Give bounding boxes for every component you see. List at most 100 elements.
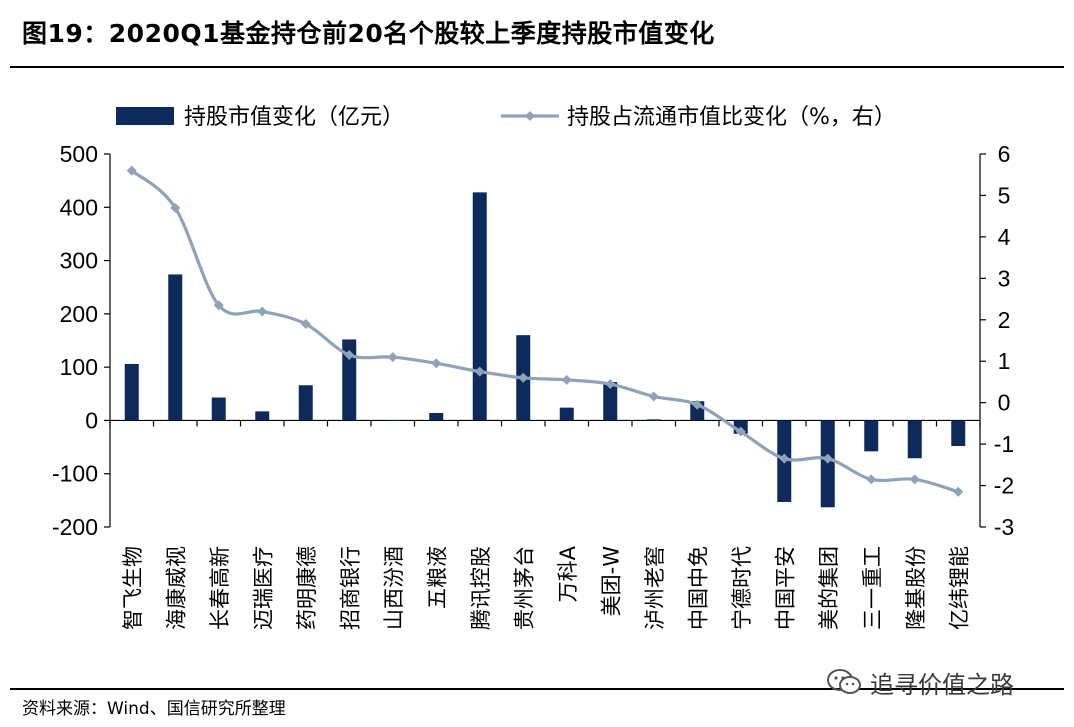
category-label-text: 泸州老窖 (643, 546, 667, 630)
top-rule (10, 66, 1064, 68)
category-label: 贵州茅台 (512, 546, 536, 630)
line-point (474, 366, 485, 377)
category-label-text: 万科A (556, 545, 580, 602)
category-label-text: 亿纬锂能 (947, 546, 971, 630)
category-label-text: 海康威视 (164, 546, 188, 630)
bar-series (124, 192, 966, 508)
bar (385, 420, 400, 422)
figure-title: 图19：2020Q1基金持仓前20名个股较上季度持股市值变化 (22, 19, 715, 48)
right-tick-label: 4 (998, 224, 1011, 250)
right-tick-label: 0 (998, 390, 1011, 416)
bar (951, 420, 966, 447)
category-label-text: 贵州茅台 (512, 546, 536, 630)
category-label: 海康威视 (164, 546, 188, 630)
axes: 500 400 300 200 100 0 -100 -200 6 5 4 3 2 1 0 -1 -2 -3 (52, 141, 1014, 540)
left-tick-label: 0 (85, 407, 98, 433)
category-labels: 智飞生物 海康威视 长春高新 迈瑞医疗 药明康德 招商银行 山西汾酒 五粮液 腾讯控股 贵州茅台万… (121, 545, 972, 630)
bar (255, 411, 270, 421)
bar (298, 385, 313, 421)
right-tick-label: 6 (998, 141, 1011, 167)
legend-bar-swatch (116, 107, 174, 125)
left-tick-label: 100 (60, 354, 98, 380)
chart: 持股市值变化（亿元） 持股占流通市值比变化（%，右） 50040030020010… (52, 105, 1014, 630)
category-label-text: 招商银行 (338, 546, 362, 630)
category-label: 智飞生物 (121, 546, 145, 630)
category-label-text: 药明康德 (295, 546, 319, 630)
line-point (866, 474, 877, 485)
line-point (561, 374, 572, 385)
bar (168, 274, 183, 421)
category-label: 隆基股份 (904, 546, 928, 630)
category-label: 长春高新 (208, 546, 232, 630)
left-tick-label: 200 (60, 301, 98, 327)
left-tick-label: -200 (52, 514, 98, 540)
bar (603, 382, 618, 421)
category-label: 泸州老窖 (643, 546, 667, 630)
category-label: 三一重工 (860, 546, 884, 630)
category-label: 迈瑞医疗 (251, 546, 275, 630)
category-label: 美的集团 (817, 546, 841, 630)
left-tick-label: -100 (52, 461, 98, 487)
line-point (605, 379, 616, 390)
legend-bar-label: 持股市值变化（亿元） (184, 105, 404, 130)
category-label: 药明康德 (295, 546, 319, 630)
bar (820, 420, 835, 508)
category-label-text: 长春高新 (208, 546, 232, 630)
watermark-text: 追寻价值之路 (870, 670, 1014, 699)
category-label: 招商银行 (338, 546, 362, 630)
line-point (170, 202, 181, 213)
bar (429, 412, 444, 421)
bottom-rule (10, 688, 1064, 690)
line-point (431, 358, 442, 369)
source-note: 资料来源：Wind、国信研究所整理 (22, 699, 286, 719)
wechat-icon (827, 669, 861, 694)
category-label-text: 智飞生物 (121, 546, 145, 630)
bar (646, 419, 661, 421)
line-point (692, 399, 703, 410)
category-label-text: 中国中免 (686, 546, 710, 630)
category-label: 宁德时代 (730, 546, 754, 630)
bar (907, 420, 922, 459)
line-point (344, 350, 355, 361)
right-tick-label: -3 (994, 514, 1014, 540)
line-point (779, 453, 790, 464)
category-label-text: 美的集团 (817, 546, 841, 630)
left-tick-label: 300 (60, 248, 98, 274)
bar (472, 192, 487, 421)
line-point (953, 486, 964, 497)
category-label-text: 宁德时代 (730, 546, 754, 630)
bar (342, 339, 357, 421)
right-tick-label: 5 (998, 182, 1011, 208)
line-point (648, 391, 659, 402)
line-point (300, 318, 311, 329)
right-tick-label: 2 (998, 307, 1011, 333)
category-label: 中国中免 (686, 546, 710, 630)
bar (211, 397, 226, 421)
bar (124, 363, 139, 421)
bar (864, 420, 879, 452)
category-label: 山西汾酒 (382, 546, 406, 630)
line-point (387, 352, 398, 363)
category-label: 腾讯控股 (469, 546, 493, 630)
line-series (126, 165, 964, 497)
category-label: 美团-W (599, 546, 623, 617)
category-label-text: 中国平安 (773, 546, 797, 630)
line-point (909, 474, 920, 485)
watermark: 追寻价值之路 (826, 664, 1014, 700)
right-tick-label: 1 (998, 348, 1011, 374)
category-label-text: 三一重工 (860, 546, 884, 630)
category-label-text: 山西汾酒 (382, 546, 406, 630)
category-label: 万科A (556, 545, 580, 602)
category-label-text: 美团-W (599, 546, 623, 617)
legend: 持股市值变化（亿元） 持股占流通市值比变化（%，右） (116, 105, 896, 130)
left-tick-label: 500 (60, 141, 98, 167)
right-tick-label: -2 (994, 473, 1014, 499)
line-point (126, 165, 137, 176)
line-point (735, 426, 746, 437)
line-point (257, 306, 268, 317)
category-label-text: 腾讯控股 (469, 546, 493, 630)
line-point (213, 300, 224, 311)
line-point (518, 372, 529, 383)
left-tick-label: 400 (60, 194, 98, 220)
legend-line-marker (525, 111, 535, 121)
